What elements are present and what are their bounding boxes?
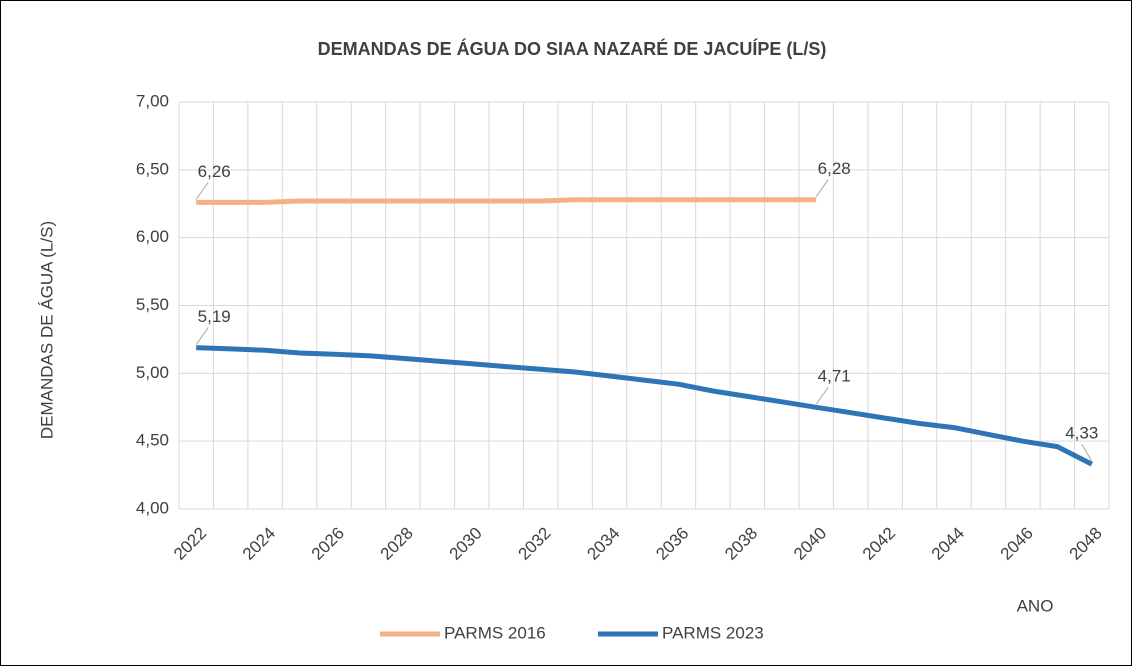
- data-label: 6,28: [818, 159, 851, 178]
- legend-label: PARMS 2016: [444, 623, 546, 642]
- legend-label: PARMS 2023: [662, 623, 764, 642]
- y-tick-label: 4,00: [136, 498, 169, 517]
- chart-title: DEMANDAS DE ÁGUA DO SIAA NAZARÉ DE JACUÍ…: [318, 38, 827, 59]
- label-leader: [815, 179, 829, 197]
- label-leader: [195, 182, 209, 200]
- label-leader: [815, 386, 829, 405]
- y-tick-label: 6,00: [136, 227, 169, 246]
- series-line: [196, 197, 817, 205]
- label-leader: [195, 327, 209, 345]
- x-axis-label: ANO: [1017, 596, 1054, 615]
- y-tick-label: 5,50: [136, 295, 169, 314]
- data-label: 6,26: [198, 162, 231, 181]
- label-leader: [1081, 443, 1093, 462]
- series-line: [196, 345, 1093, 467]
- data-label: 4,71: [818, 367, 851, 386]
- y-tick-label: 6,50: [136, 159, 169, 178]
- y-tick-label: 4,50: [136, 431, 169, 450]
- y-tick-label: 7,00: [136, 91, 169, 110]
- data-label: 4,33: [1065, 424, 1098, 443]
- data-label: 5,19: [198, 307, 231, 326]
- y-axis-label: DEMANDAS DE ÁGUA (L/S): [37, 221, 56, 439]
- y-tick-label: 5,00: [136, 363, 169, 382]
